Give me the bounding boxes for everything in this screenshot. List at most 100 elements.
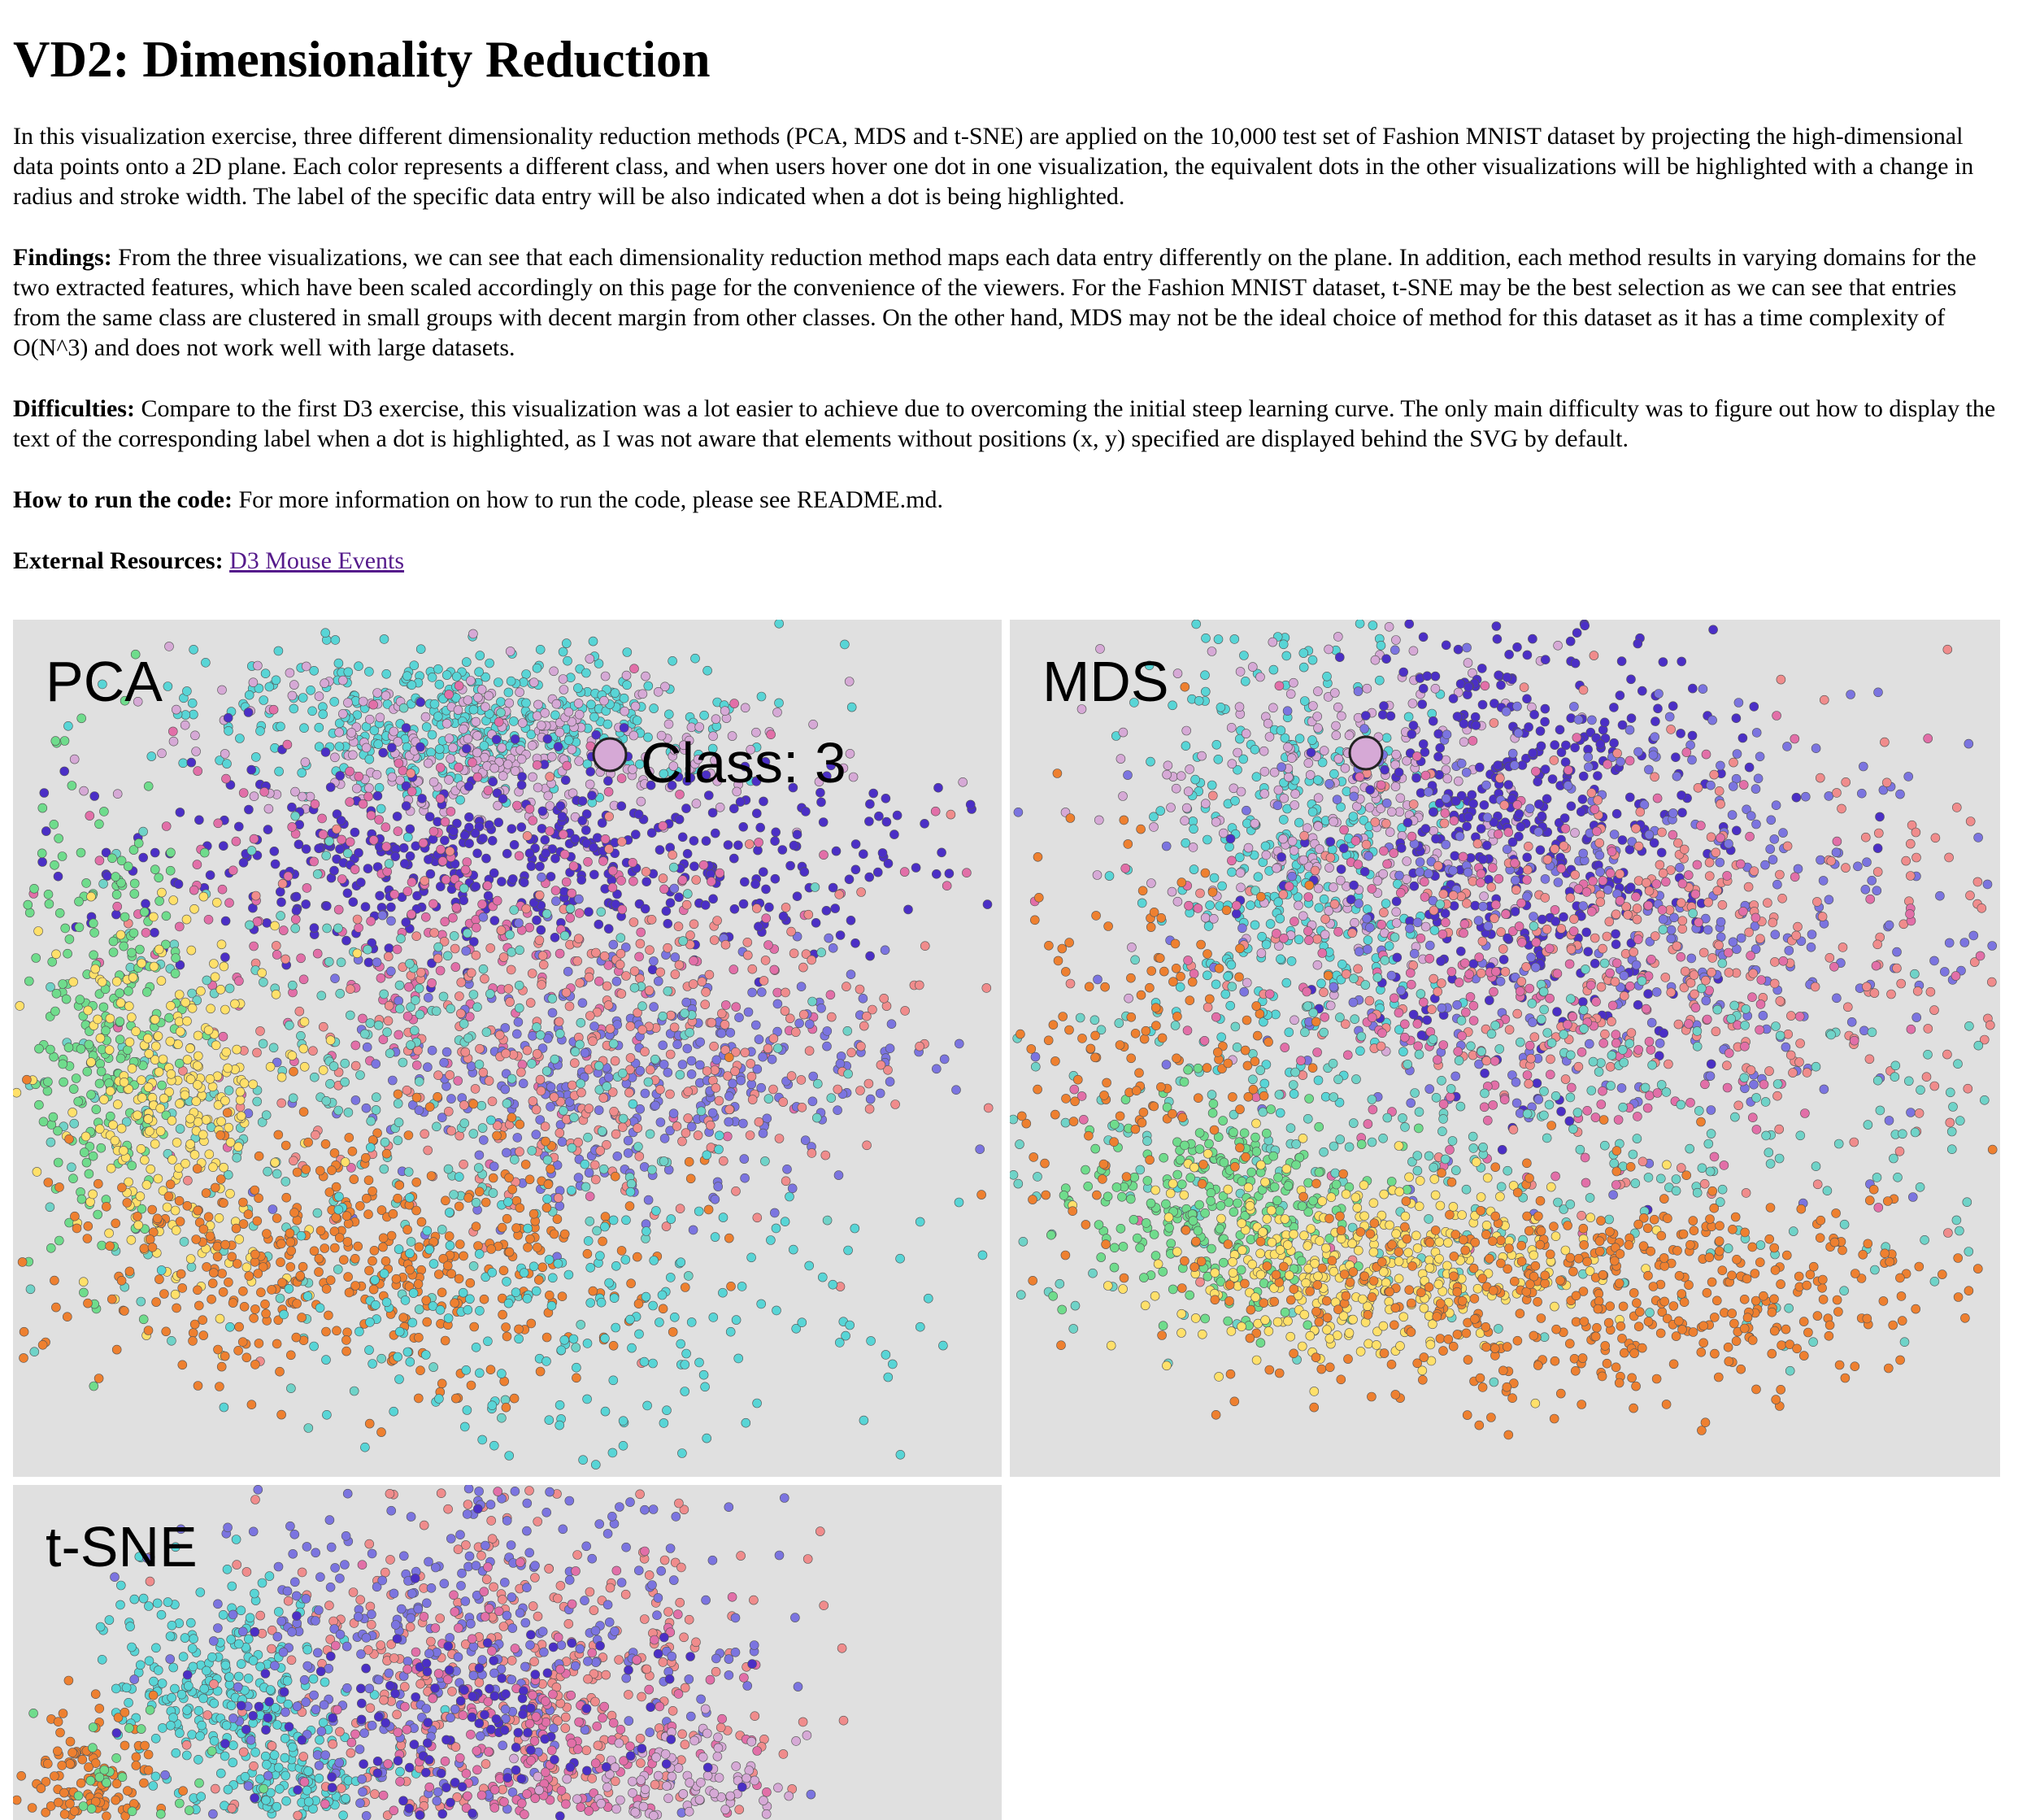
data-point[interactable] bbox=[843, 1245, 853, 1256]
data-point[interactable] bbox=[756, 1082, 767, 1093]
data-point[interactable] bbox=[444, 690, 454, 699]
data-point[interactable] bbox=[641, 671, 650, 681]
data-point[interactable] bbox=[572, 1373, 581, 1383]
data-point[interactable] bbox=[537, 1262, 548, 1273]
data-point[interactable] bbox=[1616, 656, 1627, 666]
data-point[interactable] bbox=[628, 876, 638, 886]
data-point[interactable] bbox=[414, 1304, 424, 1314]
data-point[interactable] bbox=[320, 678, 329, 688]
data-point[interactable] bbox=[1463, 658, 1473, 668]
data-point[interactable] bbox=[314, 1267, 324, 1277]
data-point[interactable] bbox=[376, 1205, 387, 1215]
data-point[interactable] bbox=[515, 945, 524, 956]
data-point[interactable] bbox=[1146, 878, 1156, 888]
data-point[interactable] bbox=[1261, 850, 1272, 860]
data-point[interactable] bbox=[54, 908, 65, 918]
data-point[interactable] bbox=[446, 1004, 456, 1014]
data-point[interactable] bbox=[1183, 786, 1194, 796]
data-point[interactable] bbox=[427, 1045, 437, 1056]
data-point[interactable] bbox=[218, 1031, 228, 1042]
data-point[interactable] bbox=[372, 769, 382, 780]
data-point[interactable] bbox=[111, 1344, 122, 1355]
data-point[interactable] bbox=[594, 1060, 604, 1071]
data-point[interactable] bbox=[428, 1301, 438, 1311]
data-point[interactable] bbox=[307, 706, 317, 716]
data-point[interactable] bbox=[459, 1100, 469, 1110]
data-point[interactable] bbox=[680, 1387, 690, 1396]
data-point[interactable] bbox=[283, 871, 294, 882]
data-point[interactable] bbox=[175, 1217, 185, 1226]
data-point[interactable] bbox=[459, 1159, 468, 1169]
data-point[interactable] bbox=[1313, 775, 1323, 785]
data-point[interactable] bbox=[404, 1192, 415, 1203]
data-point[interactable] bbox=[751, 777, 762, 786]
data-point[interactable] bbox=[581, 825, 591, 835]
data-point[interactable] bbox=[875, 1088, 885, 1099]
data-point[interactable] bbox=[1259, 1017, 1268, 1027]
data-point[interactable] bbox=[238, 788, 249, 798]
data-point[interactable] bbox=[811, 917, 821, 928]
data-point[interactable] bbox=[480, 973, 489, 984]
data-point[interactable] bbox=[424, 812, 435, 822]
data-point[interactable] bbox=[412, 890, 422, 901]
data-point[interactable] bbox=[637, 689, 648, 699]
data-point[interactable] bbox=[198, 1224, 209, 1234]
data-point[interactable] bbox=[1381, 899, 1391, 908]
data-point[interactable] bbox=[1355, 620, 1365, 629]
data-point[interactable] bbox=[1477, 664, 1487, 673]
data-point[interactable] bbox=[1094, 815, 1104, 825]
data-point[interactable] bbox=[648, 1300, 658, 1311]
data-point[interactable] bbox=[678, 936, 688, 946]
data-point[interactable] bbox=[734, 1012, 744, 1023]
data-point[interactable] bbox=[955, 1038, 964, 1049]
data-point[interactable] bbox=[516, 822, 527, 832]
data-point[interactable] bbox=[164, 642, 174, 651]
data-point[interactable] bbox=[541, 1203, 552, 1213]
data-point[interactable] bbox=[578, 1455, 588, 1465]
data-point[interactable] bbox=[127, 1064, 137, 1073]
data-point[interactable] bbox=[538, 960, 549, 970]
data-point[interactable] bbox=[595, 1146, 606, 1156]
data-point[interactable] bbox=[129, 889, 140, 899]
data-point[interactable] bbox=[678, 740, 689, 751]
data-point[interactable] bbox=[484, 690, 494, 701]
data-point[interactable] bbox=[394, 1180, 405, 1191]
data-point[interactable] bbox=[1430, 671, 1441, 681]
data-point[interactable] bbox=[1455, 946, 1466, 956]
data-point[interactable] bbox=[46, 1243, 56, 1253]
data-point[interactable] bbox=[646, 780, 656, 790]
data-point[interactable] bbox=[58, 979, 67, 989]
data-point[interactable] bbox=[1418, 739, 1429, 749]
data-point[interactable] bbox=[722, 1131, 733, 1142]
data-point[interactable] bbox=[498, 1265, 509, 1276]
data-point[interactable] bbox=[489, 916, 500, 925]
data-point[interactable] bbox=[399, 859, 410, 869]
data-point[interactable] bbox=[1407, 699, 1418, 708]
data-point[interactable] bbox=[707, 1017, 717, 1028]
data-point[interactable] bbox=[683, 1113, 694, 1123]
data-point[interactable] bbox=[1537, 914, 1547, 925]
data-point[interactable] bbox=[1411, 773, 1421, 783]
data-point[interactable] bbox=[666, 1010, 676, 1021]
data-point[interactable] bbox=[432, 1121, 441, 1132]
data-point[interactable] bbox=[182, 1016, 192, 1026]
data-point[interactable] bbox=[760, 757, 771, 767]
data-point[interactable] bbox=[549, 1229, 559, 1239]
data-point[interactable] bbox=[474, 1186, 485, 1197]
data-point[interactable] bbox=[1284, 772, 1294, 782]
data-point[interactable] bbox=[75, 995, 85, 1004]
data-point[interactable] bbox=[1329, 882, 1338, 892]
data-point[interactable] bbox=[350, 827, 360, 838]
data-point[interactable] bbox=[503, 984, 514, 994]
data-point[interactable] bbox=[1552, 1007, 1562, 1017]
data-point[interactable] bbox=[944, 869, 955, 878]
data-point[interactable] bbox=[737, 1282, 747, 1291]
data-point[interactable] bbox=[503, 687, 514, 698]
data-point[interactable] bbox=[137, 1093, 147, 1103]
data-point[interactable] bbox=[900, 1006, 910, 1016]
data-point[interactable] bbox=[537, 806, 548, 816]
data-point[interactable] bbox=[789, 840, 799, 851]
data-point[interactable] bbox=[620, 706, 630, 716]
data-point[interactable] bbox=[365, 1317, 375, 1327]
data-point[interactable] bbox=[489, 1440, 499, 1451]
